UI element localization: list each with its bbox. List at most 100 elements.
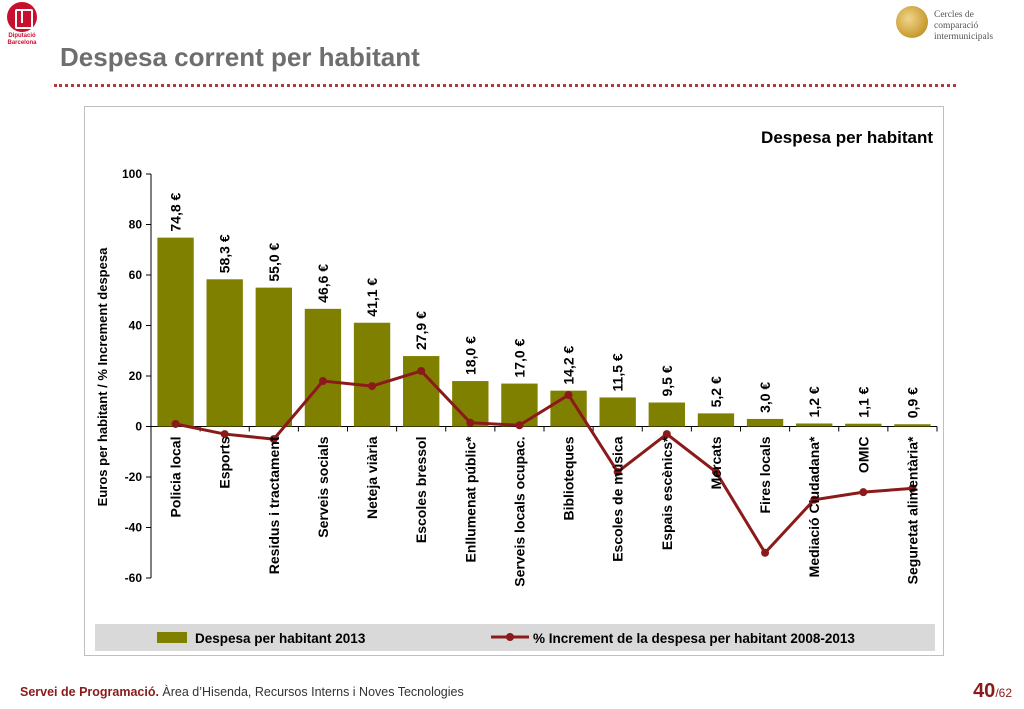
bar — [206, 279, 243, 427]
legend-bar-swatch — [157, 632, 187, 643]
category-labels: Policia local Esports Residus i tractament… — [168, 436, 921, 587]
bars — [157, 237, 931, 427]
increment-point — [171, 419, 180, 428]
bar-value-label: 55,0 € — [266, 242, 282, 281]
bar — [501, 383, 538, 427]
bar — [648, 402, 685, 427]
category-label: Fires locals — [757, 436, 773, 513]
bar-value-label: 1,1 € — [855, 386, 871, 417]
bar-value-label: 0,9 € — [904, 387, 920, 418]
bar — [599, 397, 636, 427]
footer: Servei de Programació. Àrea d’Hisenda, R… — [20, 685, 464, 699]
y-tick-label: 40 — [129, 319, 143, 333]
logo-left-line2: Barcelona — [7, 40, 37, 46]
increment-point — [613, 467, 622, 476]
y-tick-label: -20 — [125, 470, 143, 484]
cercles-logo: Cercles de comparació intermunicipals — [896, 4, 1020, 42]
increment-point — [318, 377, 327, 386]
category-label: Esports — [217, 436, 233, 488]
increment-point — [515, 421, 524, 430]
page-total: /62 — [995, 686, 1012, 700]
bar — [157, 237, 194, 427]
footer-area: Àrea d’Hisenda, Recursos Interns i Noves… — [158, 685, 464, 699]
line-series — [171, 366, 917, 557]
category-label: Enllumenat públic* — [462, 436, 478, 563]
y-tick-label: -40 — [125, 521, 143, 535]
y-tick-label: 60 — [129, 268, 143, 282]
y-tick-label: 20 — [129, 369, 143, 383]
category-label: Neteja viària — [364, 436, 380, 519]
logo-right-line1: Cercles de comparació — [934, 10, 979, 31]
increment-point — [269, 435, 278, 444]
legend-line-label: % Increment de la despesa per habitant 2… — [533, 631, 855, 646]
legend-bar-label: Despesa per habitant 2013 — [195, 631, 366, 646]
bar-value-label: 18,0 € — [462, 336, 478, 375]
footer-org: Servei de Programació. — [20, 685, 159, 699]
bar — [845, 423, 882, 427]
increment-point — [368, 382, 377, 391]
bar-value-label: 1,2 € — [806, 386, 822, 417]
y-tick-label: 0 — [135, 420, 142, 434]
increment-point — [810, 495, 819, 504]
bar-value-label: 5,2 € — [708, 376, 724, 407]
category-label: Serveis locals ocupac. — [511, 437, 527, 587]
bar-value-label: 3,0 € — [757, 382, 773, 413]
page-title: Despesa corrent per habitant — [60, 42, 420, 72]
increment-point — [466, 418, 475, 427]
category-label: Escoles bressol — [413, 437, 429, 544]
increment-point — [662, 430, 671, 439]
page-current: 40 — [973, 680, 996, 702]
increment-point — [859, 488, 868, 497]
bar — [304, 308, 342, 427]
bar — [894, 424, 931, 427]
increment-point — [564, 390, 573, 399]
bar — [796, 423, 833, 427]
logo-left-line1: Diputació — [8, 33, 36, 39]
diputacio-logo: Diputació Barcelona — [4, 2, 40, 47]
chart-title: Despesa per habitant — [761, 128, 933, 147]
diputacio-barcelona-logo-icon — [7, 2, 37, 32]
increment-point — [417, 366, 426, 375]
y-tick-label: 100 — [122, 167, 142, 181]
increment-point — [761, 548, 770, 557]
category-label: Escoles de música — [610, 436, 626, 562]
bar-value-label: 41,1 € — [364, 278, 380, 317]
category-label: Seguretat alimentària* — [904, 436, 920, 584]
bar — [255, 287, 292, 427]
increment-line — [175, 369, 913, 556]
cercles-globe-logo-icon — [896, 6, 928, 38]
category-label: Mediació Ciudadana* — [806, 436, 822, 577]
y-tick-label: -60 — [125, 571, 143, 585]
bar-labels: 74,8 € 58,3 € 55,0 € 46,6 € 41,1 € 27,9 € 18,0… — [168, 192, 921, 418]
category-label: Residus i tractament — [266, 436, 282, 574]
category-label: Mercats — [708, 436, 724, 489]
logo-right-line2: intermunicipals — [934, 32, 994, 42]
bar — [403, 356, 440, 427]
bar — [746, 418, 784, 427]
title-divider — [54, 84, 956, 87]
chart-svg: Despesa per habitant Euros per habitant … — [95, 128, 938, 651]
y-tick-label: 80 — [129, 218, 143, 232]
page-number: 40/62 — [973, 680, 1012, 703]
category-label: Serveis socials — [315, 436, 331, 537]
bar-value-label: 11,5 € — [610, 353, 626, 391]
category-label: Biblioteques — [561, 436, 577, 520]
increment-point — [711, 467, 720, 476]
bar-value-label: 9,5 € — [659, 365, 675, 396]
bar-value-label: 74,8 € — [168, 192, 184, 231]
bar-value-label: 58,3 € — [217, 234, 233, 273]
bar — [353, 322, 391, 427]
increment-point — [908, 484, 917, 493]
bar-value-label: 27,9 € — [413, 311, 429, 350]
y-axis-label: Euros per habitant / % Increment despesa — [95, 247, 110, 506]
category-label: OMIC — [855, 437, 871, 474]
legend: Despesa per habitant 2013 % Increment de … — [95, 624, 935, 651]
legend-line-marker — [506, 633, 514, 641]
bar-value-label: 46,6 € — [315, 264, 331, 303]
category-label: Espais escènics* — [659, 436, 675, 550]
bar-value-label: 17,0 € — [511, 338, 527, 377]
bar-value-label: 14,2 € — [561, 346, 577, 385]
category-label: Policia local — [168, 437, 184, 518]
bar — [697, 413, 735, 427]
chart-frame: Despesa per habitant Euros per habitant … — [84, 106, 944, 656]
